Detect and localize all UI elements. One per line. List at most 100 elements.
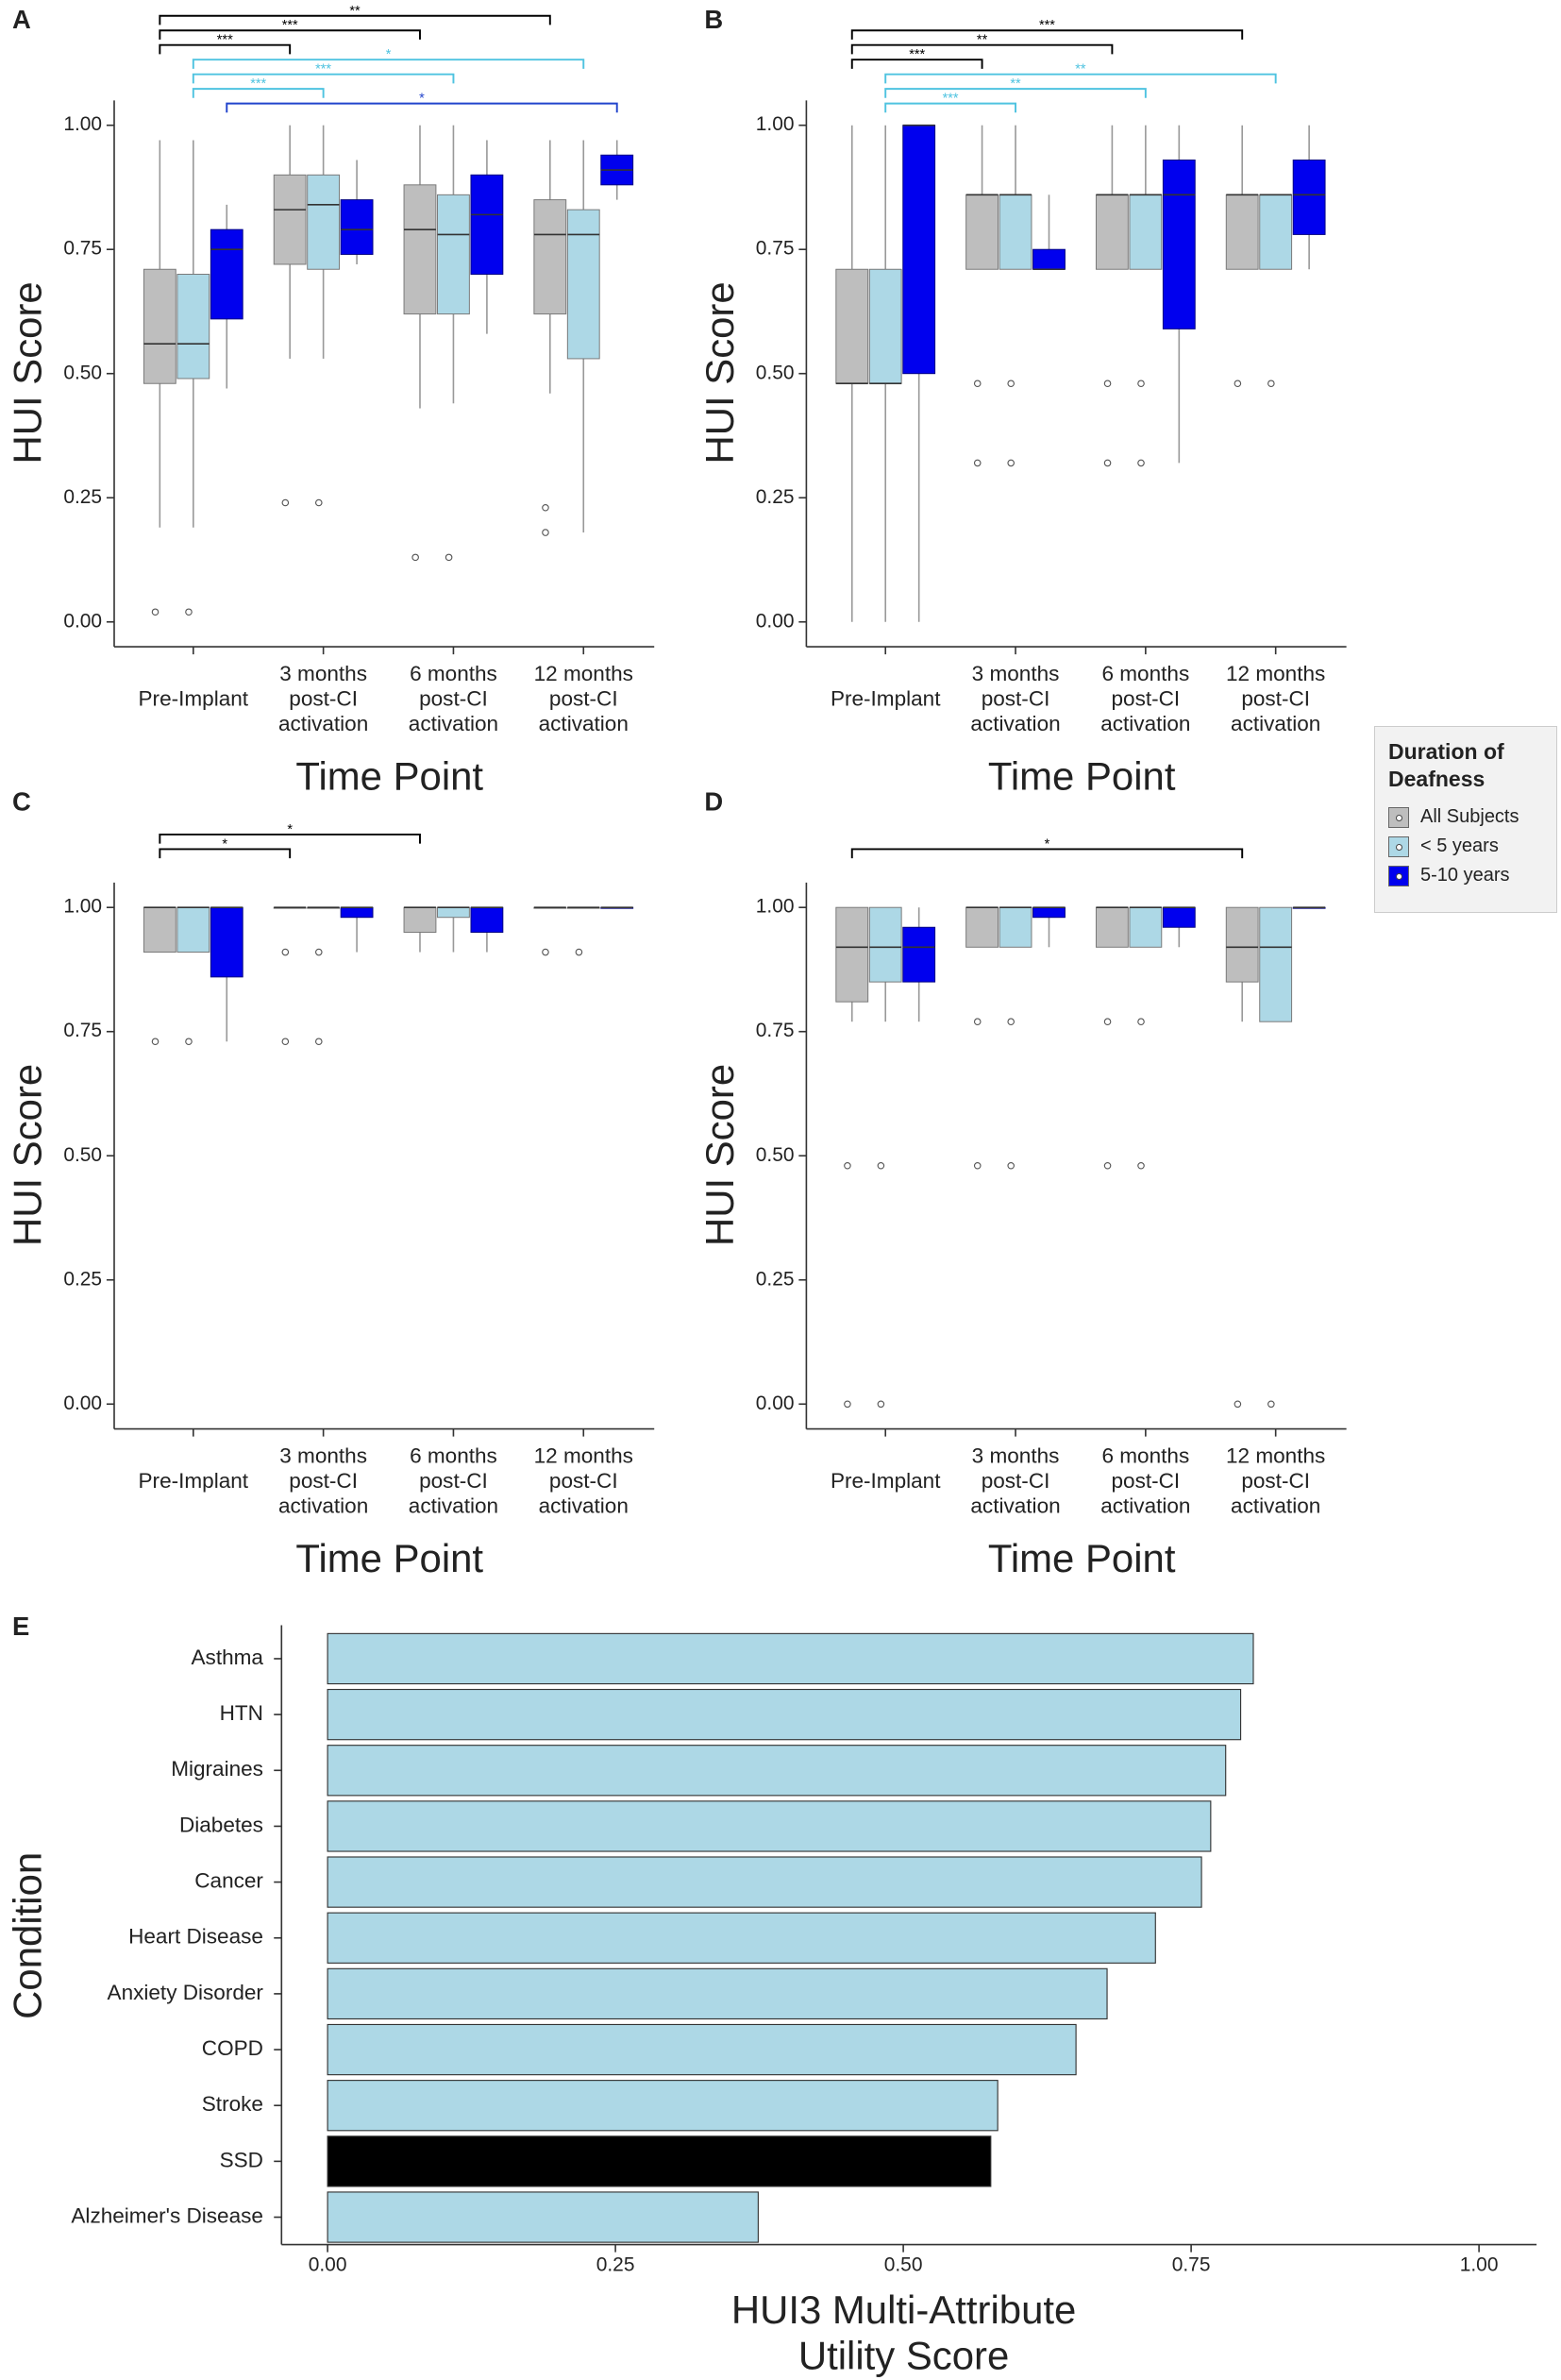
significance-bracket bbox=[850, 848, 1244, 859]
x-tick-label: post-CI bbox=[289, 1469, 358, 1493]
significance-bracket bbox=[159, 43, 292, 55]
x-tick-label: post-CI bbox=[1112, 686, 1181, 710]
box bbox=[210, 906, 243, 978]
outlier bbox=[151, 1038, 159, 1046]
box bbox=[1162, 160, 1196, 329]
x-tick-label: 3 months bbox=[972, 662, 1060, 685]
y-tick-label: 0.75 bbox=[756, 1020, 795, 1041]
bar bbox=[327, 2080, 999, 2132]
significance-label: ** bbox=[977, 33, 988, 48]
box bbox=[143, 906, 176, 954]
outlier bbox=[877, 1161, 885, 1170]
significance-label: * bbox=[419, 92, 425, 107]
outlier bbox=[281, 948, 290, 956]
x-tick-label: 3 months bbox=[279, 1443, 367, 1467]
outlier bbox=[973, 1018, 982, 1025]
bar bbox=[327, 1800, 1212, 1852]
box bbox=[176, 906, 210, 954]
x-tick-label: post-CI bbox=[419, 1469, 488, 1493]
significance-bracket bbox=[159, 29, 421, 40]
box bbox=[437, 194, 470, 315]
legend-entry: < 5 years bbox=[1388, 832, 1543, 861]
panel-label: E bbox=[12, 1612, 29, 1641]
outlier bbox=[1234, 1400, 1242, 1409]
y-tick-label: Heart Disease bbox=[128, 1925, 263, 1949]
significance-bracket bbox=[884, 73, 1277, 84]
panel-label: C bbox=[12, 786, 31, 816]
legend: Duration of Deafness All Subjects < 5 yea… bbox=[1374, 726, 1557, 913]
outlier bbox=[1007, 459, 1015, 467]
x-tick-label: 12 months bbox=[534, 662, 633, 685]
x-axis-title: Time Point bbox=[295, 1536, 483, 1580]
box bbox=[470, 174, 504, 275]
box bbox=[566, 209, 600, 360]
bar bbox=[327, 1688, 1242, 1741]
y-tick-label: 0.00 bbox=[756, 1393, 795, 1414]
x-tick-label: post-CI bbox=[1241, 686, 1310, 710]
significance-bracket bbox=[850, 59, 983, 69]
outlier bbox=[315, 1038, 323, 1046]
y-tick-label: 0.50 bbox=[756, 1144, 795, 1166]
outlier bbox=[844, 1400, 851, 1409]
significance-bracket bbox=[159, 848, 292, 859]
y-tick-label: 0.50 bbox=[63, 362, 102, 383]
x-tick-label: activation bbox=[539, 712, 629, 735]
box bbox=[1225, 194, 1259, 270]
box bbox=[1225, 906, 1259, 983]
box bbox=[1259, 906, 1293, 1022]
x-tick-label: post-CI bbox=[982, 1469, 1050, 1493]
legend-swatch bbox=[1388, 806, 1409, 828]
outlier bbox=[1137, 1161, 1145, 1170]
box bbox=[273, 174, 307, 265]
x-tick-label: 3 months bbox=[279, 662, 367, 685]
box bbox=[143, 268, 176, 384]
x-tick-label: 0.75 bbox=[1172, 2254, 1211, 2276]
x-tick-label: 1.00 bbox=[1460, 2254, 1499, 2276]
x-tick-label: 12 months bbox=[534, 1443, 633, 1467]
outlier bbox=[844, 1161, 851, 1170]
legend-swatch bbox=[1388, 836, 1409, 857]
significance-label: * bbox=[222, 836, 227, 852]
x-tick-label: 6 months bbox=[1101, 662, 1189, 685]
box bbox=[1259, 194, 1293, 270]
x-tick-label: post-CI bbox=[982, 686, 1050, 710]
y-tick-label: Asthma bbox=[192, 1646, 264, 1669]
outlier bbox=[445, 553, 453, 562]
significance-label: *** bbox=[250, 76, 266, 92]
x-tick-label: activation bbox=[970, 1494, 1060, 1518]
outlier bbox=[1007, 1161, 1015, 1170]
bar bbox=[327, 1632, 1254, 1685]
legend-label: 5-10 years bbox=[1420, 865, 1510, 886]
y-tick-label: 0.75 bbox=[63, 1020, 102, 1041]
outlier bbox=[281, 498, 290, 507]
bar bbox=[327, 1745, 1227, 1797]
y-axis-title: Condition bbox=[5, 1852, 49, 2019]
x-tick-label: post-CI bbox=[1112, 1469, 1181, 1493]
outlier bbox=[1137, 1018, 1145, 1025]
y-tick-label: SSD bbox=[220, 2148, 263, 2171]
x-tick-label: 6 months bbox=[410, 662, 497, 685]
x-tick-label: Pre-Implant bbox=[831, 686, 941, 710]
outlier bbox=[1234, 380, 1242, 388]
box bbox=[1032, 906, 1066, 919]
x-tick-label: activation bbox=[409, 712, 498, 735]
bar bbox=[327, 1912, 1156, 1964]
y-tick-label: 1.00 bbox=[756, 113, 795, 135]
bar bbox=[327, 1967, 1108, 2020]
outlier bbox=[575, 948, 583, 956]
outlier bbox=[281, 1038, 290, 1046]
y-tick-label: Anxiety Disorder bbox=[108, 1981, 264, 2004]
x-tick-label: 6 months bbox=[1101, 1443, 1189, 1467]
x-tick-label: activation bbox=[278, 1494, 368, 1518]
box bbox=[533, 199, 567, 315]
panel-label: B bbox=[704, 5, 723, 34]
y-axis-title: HUI Score bbox=[5, 281, 49, 464]
box bbox=[210, 228, 243, 320]
y-tick-label: 0.50 bbox=[756, 362, 795, 383]
x-axis-title: Utility Score bbox=[798, 2333, 1009, 2377]
box bbox=[1129, 906, 1163, 948]
outlier bbox=[411, 553, 419, 562]
y-tick-label: 0.00 bbox=[63, 610, 102, 632]
outlier bbox=[1103, 1018, 1112, 1025]
x-tick-label: activation bbox=[1231, 1494, 1320, 1518]
